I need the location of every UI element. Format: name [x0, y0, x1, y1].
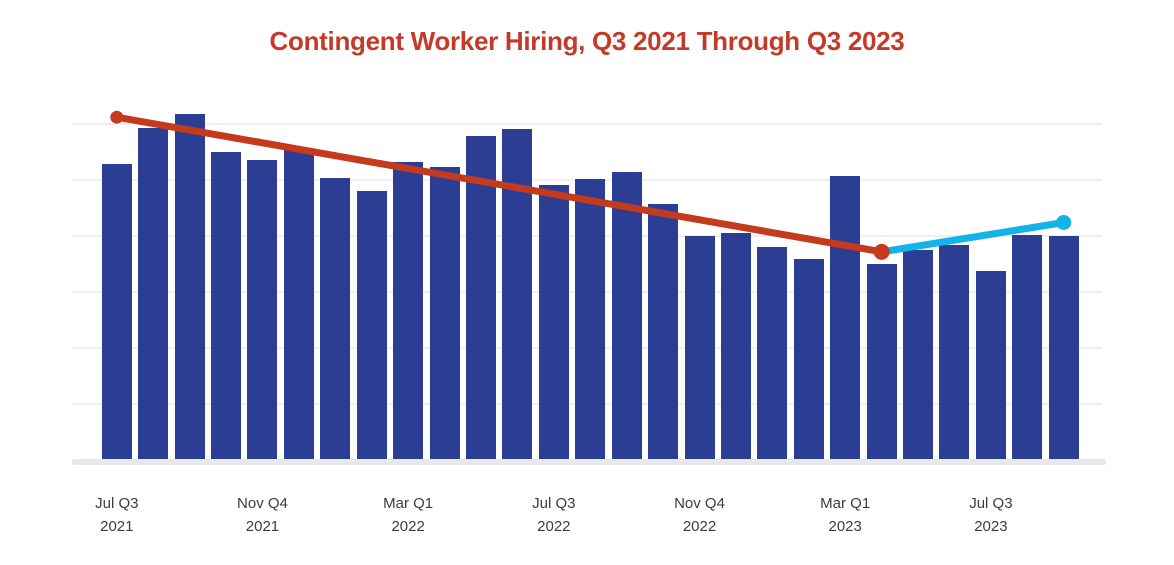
bar-sep-2021 — [174, 113, 205, 459]
x-tick-month-quarter: Nov Q4 — [237, 495, 288, 512]
bar-mar-2023 — [830, 175, 861, 459]
bar-jun-2023 — [939, 244, 970, 459]
x-tick-month-quarter: Jul Q3 — [95, 495, 139, 512]
bar-jan-2022 — [320, 177, 351, 459]
bar-apr-2023 — [866, 263, 897, 459]
bar-feb-2022 — [356, 191, 387, 459]
x-tick-label-mar-q1-2022: Mar Q1 2022 — [343, 492, 473, 538]
x-tick-month-quarter: Jul Q3 — [969, 495, 1013, 512]
x-tick-year: 2023 — [828, 518, 862, 535]
uptrend-apr2023-sep2023-end-point — [1056, 215, 1072, 231]
bar-nov-2021 — [247, 160, 278, 459]
uptrend-apr2023-sep2023-line — [878, 219, 1068, 256]
x-tick-label-jul-q3-2021: Jul Q3 2021 — [52, 492, 182, 538]
x-tick-label-nov-q4-2021: Nov Q4 2021 — [197, 492, 327, 538]
bar-dec-2022 — [720, 232, 751, 459]
bar-aug-2023 — [1012, 234, 1043, 459]
x-tick-year: 2023 — [974, 518, 1008, 535]
x-tick-year: 2022 — [391, 518, 425, 535]
bar-may-2022 — [466, 136, 496, 459]
bar-jul-2023 — [975, 270, 1006, 459]
bar-jul-2022 — [538, 184, 569, 459]
bar-feb-2023 — [793, 258, 824, 459]
bar-jan-2023 — [757, 246, 788, 459]
downtrend-jul2021-apr2023-end-point — [873, 243, 890, 260]
x-tick-month-quarter: Mar Q1 — [383, 495, 434, 512]
bar-sep-2022 — [611, 172, 642, 459]
chart-title: Contingent Worker Hiring, Q3 2021 Throug… — [269, 26, 905, 56]
downtrend-jul2021-apr2023-line — [113, 113, 886, 256]
x-tick-label-mar-q1-2023: Mar Q1 2023 — [780, 492, 910, 538]
x-tick-year: 2022 — [537, 518, 571, 535]
bar-sep-2023 — [1048, 236, 1079, 459]
bar-nov-2022 — [684, 236, 715, 459]
x-tick-year: 2021 — [245, 518, 280, 535]
x-tick-year: 2022 — [682, 518, 717, 535]
bar-jul-2021 — [101, 163, 132, 459]
bar-aug-2021 — [138, 127, 169, 459]
x-tick-month-quarter: Jul Q3 — [532, 495, 576, 512]
bar-oct-2022 — [648, 203, 679, 459]
x-tick-label-jul-q3-2023: Jul Q3 2023 — [926, 492, 1056, 538]
downtrend-jul2021-apr2023-start-point — [110, 110, 124, 124]
x-tick-label-jul-q3-2022: Jul Q3 2022 — [489, 492, 619, 538]
x-tick-label-nov-q4-2022: Nov Q4 2022 — [635, 492, 765, 538]
bar-oct-2021 — [211, 151, 242, 459]
x-axis-baseline — [72, 459, 1106, 465]
gridline — [73, 123, 1102, 125]
bar-mar-2022 — [393, 162, 424, 459]
bar-apr-2022 — [429, 167, 460, 459]
x-tick-year: 2021 — [100, 518, 134, 535]
bar-dec-2021 — [283, 150, 314, 459]
x-tick-month-quarter: Nov Q4 — [674, 495, 725, 512]
bar-aug-2022 — [575, 179, 606, 459]
bar-may-2023 — [903, 250, 934, 459]
x-tick-month-quarter: Mar Q1 — [820, 495, 871, 512]
